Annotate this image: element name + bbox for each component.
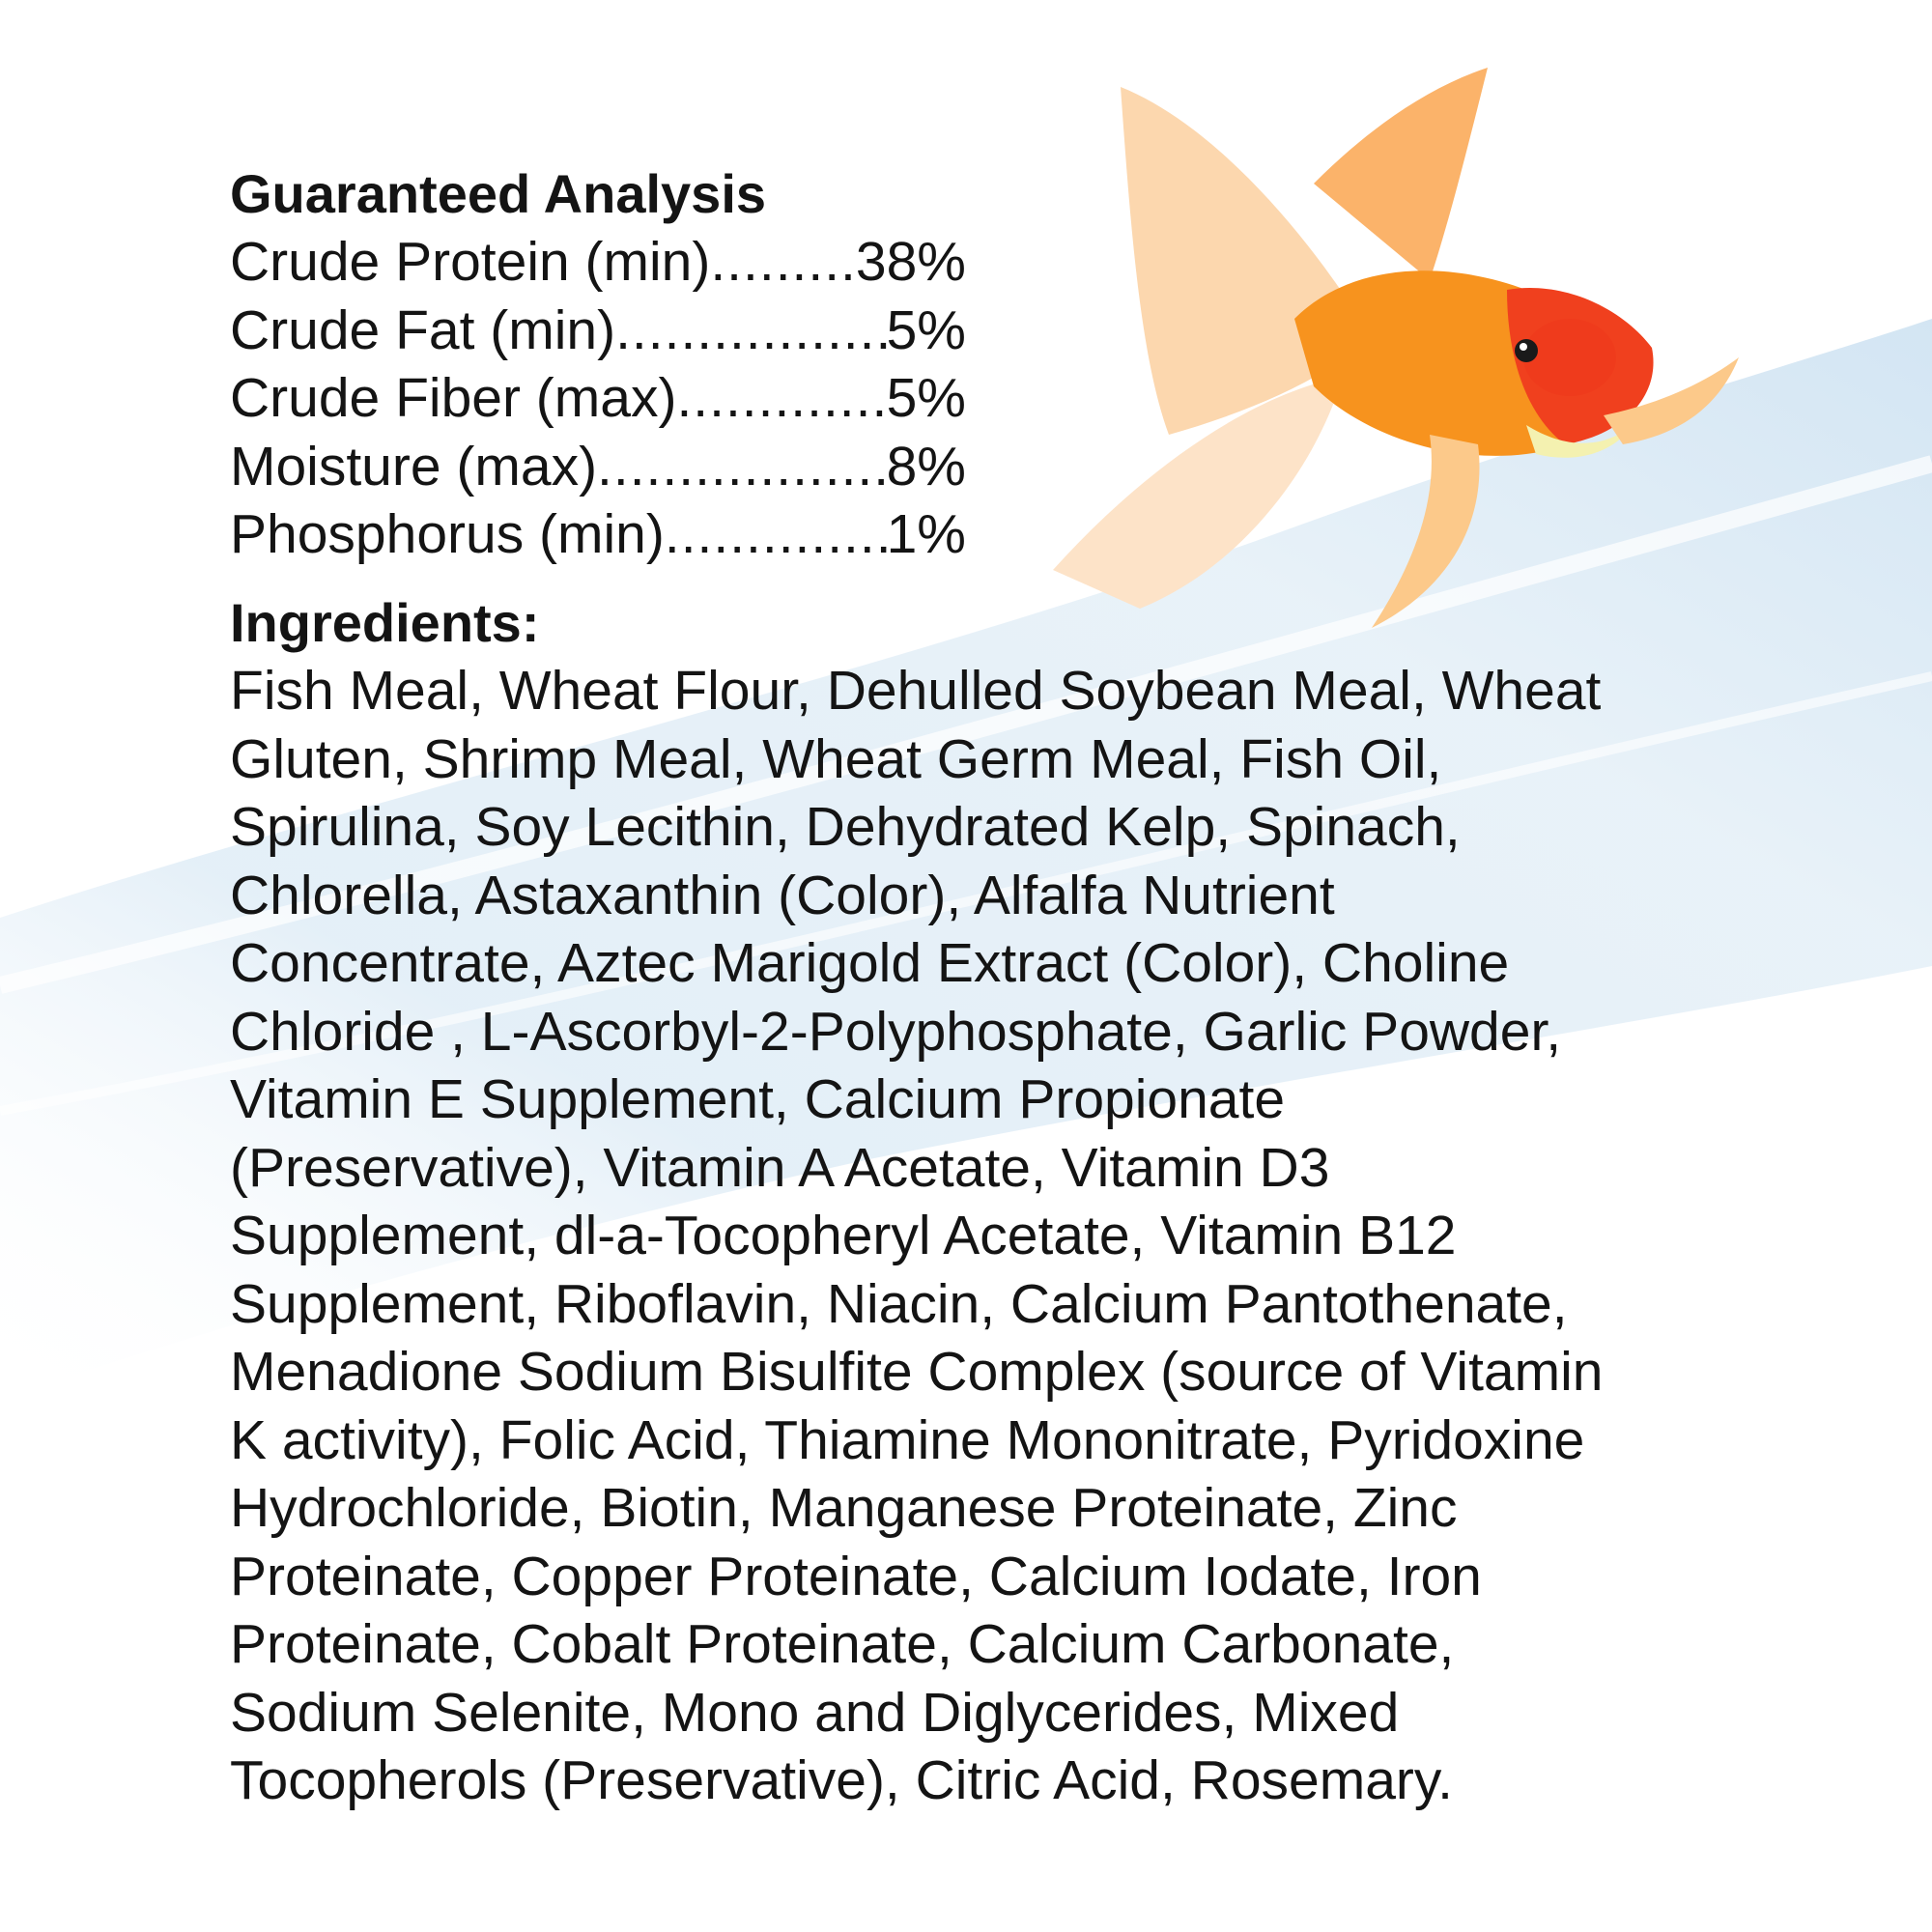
- ingredients-line: Chlorella, Astaxanthin (Color), Alfalfa …: [230, 864, 1335, 926]
- ingredients-heading: Ingredients:: [230, 592, 540, 653]
- ingredients-line: Proteinate, Cobalt Proteinate, Calcium C…: [230, 1613, 1455, 1675]
- analysis-label: Moisture (max): [230, 435, 598, 497]
- ingredients-line: Menadione Sodium Bisulfite Complex (sour…: [230, 1341, 1604, 1403]
- ingredients-line: Tocopherols (Preservative), Citric Acid,…: [230, 1749, 1453, 1811]
- ingredients-line: Concentrate, Aztec Marigold Extract (Col…: [230, 932, 1510, 994]
- ingredients-line: Supplement, dl-a-Tocopheryl Acetate, Vit…: [230, 1205, 1457, 1266]
- ingredients-line: Hydrochloride, Biotin, Manganese Protein…: [230, 1477, 1458, 1539]
- ingredients-line: Gluten, Shrimp Meal, Wheat Germ Meal, Fi…: [230, 727, 1442, 790]
- analysis-label: Phosphorus (min): [230, 503, 665, 565]
- analysis-label: Crude Protein (min): [230, 231, 711, 293]
- ingredients-line: Vitamin E Supplement, Calcium Propionate: [230, 1068, 1286, 1130]
- ingredients-line: Supplement, Riboflavin, Niacin, Calcium …: [230, 1272, 1568, 1335]
- analysis-row: Phosphorus (min) 1%: [230, 500, 966, 569]
- analysis-value: 38%: [855, 231, 966, 293]
- analysis-row: Moisture (max) 8%: [230, 433, 966, 501]
- analysis-label: Crude Fiber (max): [230, 367, 677, 429]
- goldfish-image: [1053, 68, 1739, 628]
- ingredients-section: Ingredients: Fish Meal, Wheat Flour, Deh…: [230, 589, 1603, 1815]
- analysis-value: 1%: [886, 503, 966, 565]
- ingredients-line: Spirulina, Soy Lecithin, Dehydrated Kelp…: [230, 796, 1461, 858]
- ingredients-line: K activity), Folic Acid, Thiamine Mononi…: [230, 1408, 1585, 1471]
- analysis-label: Crude Fat (min): [230, 298, 616, 361]
- analysis-value: 5%: [886, 367, 966, 429]
- analysis-row: Crude Protein (min) 38%: [230, 228, 966, 297]
- analysis-heading: Guaranteed Analysis: [230, 163, 767, 224]
- analysis-row: Crude Fiber (max) 5%: [230, 364, 966, 433]
- analysis-value: 5%: [886, 298, 966, 361]
- ingredients-line: Sodium Selenite, Mono and Diglycerides, …: [230, 1681, 1400, 1744]
- analysis-row: Crude Fat (min) 5%: [230, 297, 966, 365]
- analysis-value: 8%: [886, 435, 966, 497]
- ingredients-line: (Preservative), Vitamin A Acetate, Vitam…: [230, 1136, 1330, 1199]
- ingredients-line: Fish Meal, Wheat Flour, Dehulled Soybean…: [230, 660, 1602, 722]
- ingredients-line: Chloride , L-Ascorbyl-2-Polyphosphate, G…: [230, 1000, 1562, 1063]
- guaranteed-analysis: Guaranteed Analysis Crude Protein (min) …: [230, 160, 966, 569]
- ingredients-line: Proteinate, Copper Proteinate, Calcium I…: [230, 1545, 1482, 1607]
